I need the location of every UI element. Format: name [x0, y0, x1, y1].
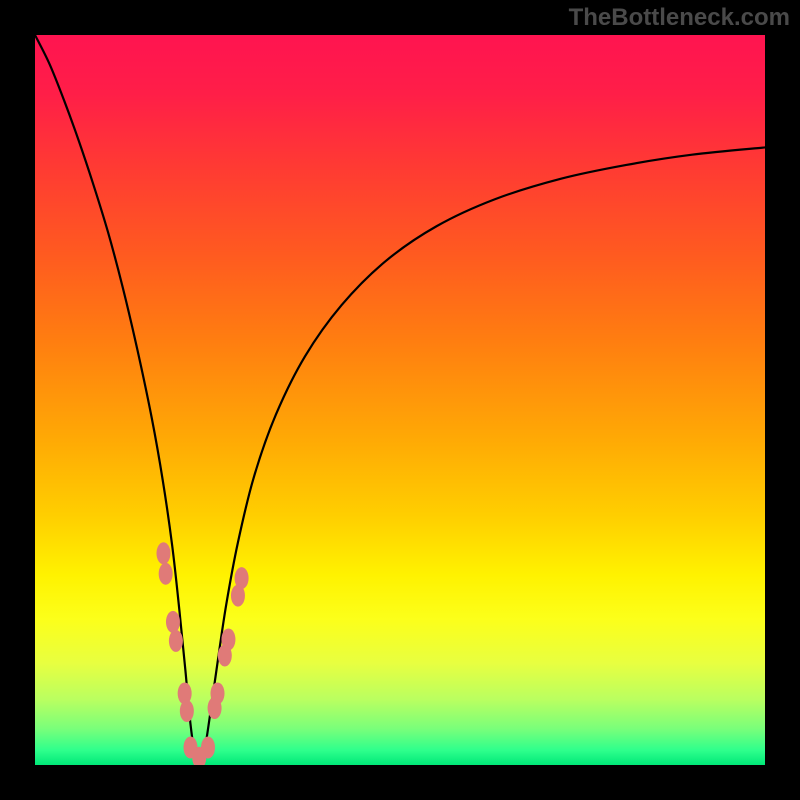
watermark-text: TheBottleneck.com	[569, 4, 790, 32]
marker-left-3	[169, 630, 183, 652]
marker-right-5	[208, 697, 222, 719]
marker-left-1	[159, 563, 173, 585]
marker-left-5	[180, 700, 194, 722]
curve-markers	[156, 542, 248, 765]
plot-svg	[35, 35, 765, 765]
marker-left-0	[156, 542, 170, 564]
marker-right-1	[231, 585, 245, 607]
marker-bottom-2	[201, 736, 215, 758]
chart-root: TheBottleneck.com	[0, 0, 800, 800]
watermark-label: TheBottleneck.com	[569, 4, 790, 31]
bottleneck-curve	[35, 35, 765, 762]
marker-right-3	[218, 645, 232, 667]
plot-area	[35, 35, 765, 765]
marker-left-2	[166, 611, 180, 633]
